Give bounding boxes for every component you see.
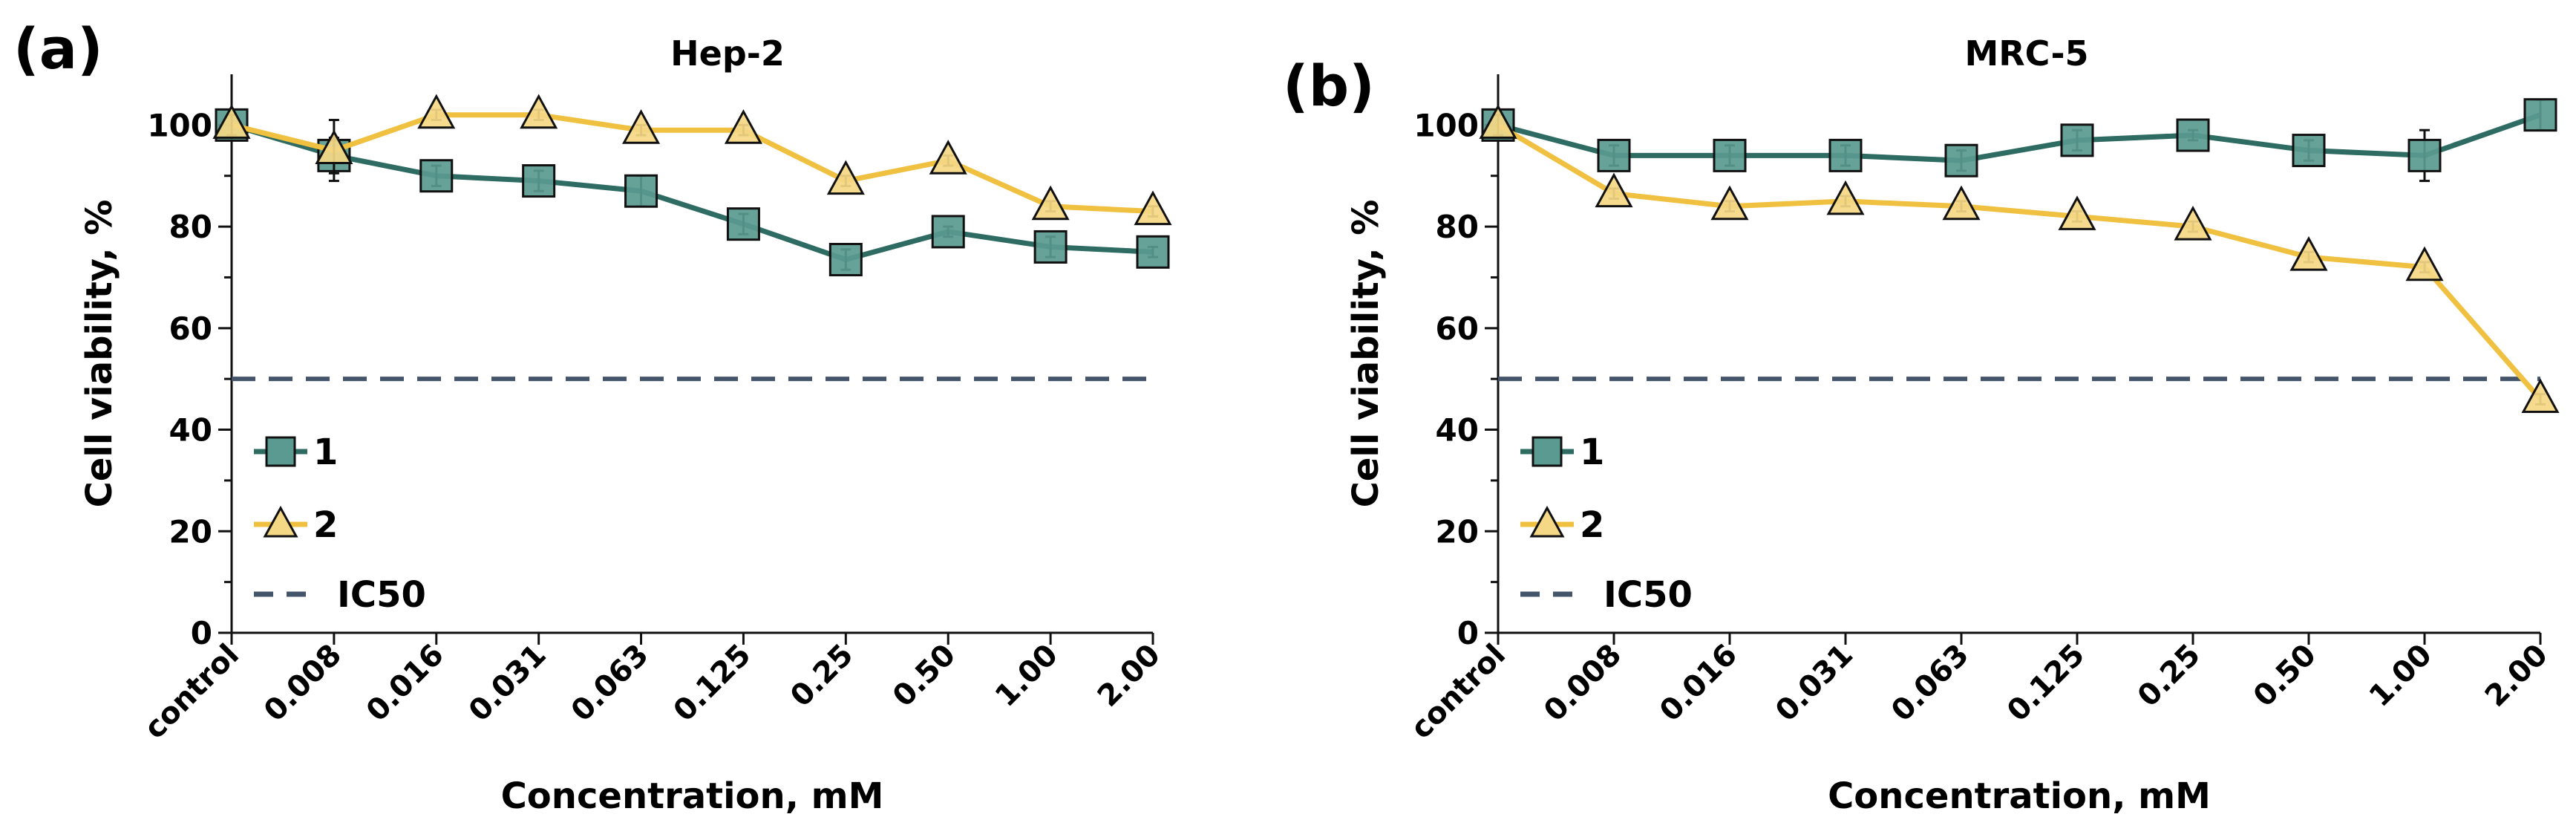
- data-point-triangle: [1031, 185, 1070, 221]
- legend-marker-square: [1531, 436, 1563, 467]
- legend-marker-triangle: [1529, 505, 1565, 538]
- x-tick-label: 0.125: [2001, 638, 2091, 729]
- x-tick-label: 1.00: [989, 638, 1065, 714]
- panel-label: (b): [1283, 53, 1375, 119]
- y-axis-label: Cell viability, %: [1345, 200, 1387, 508]
- data-point-square: [828, 243, 863, 277]
- chart-panel-2: (b) MRC-5 0 20 40 60 80 100 control 0.008 0.016 0.0…: [1283, 33, 2560, 817]
- data-point-square: [2292, 134, 2326, 168]
- y-tick-label: 80: [169, 209, 212, 245]
- panel-label: (a): [13, 16, 103, 82]
- y-tick-label: 20: [169, 513, 212, 550]
- series-2: [212, 94, 1172, 226]
- legend-label-ic50: IC50: [337, 574, 426, 616]
- data-point-square: [726, 207, 760, 241]
- chart-title: MRC-5: [1964, 33, 2088, 74]
- x-tick-label: control: [138, 638, 246, 746]
- x-axis-label: Concentration, mM: [1828, 775, 2211, 817]
- data-point-square: [1136, 235, 1170, 269]
- x-tick-label: 0.50: [886, 638, 962, 714]
- data-point-triangle: [1826, 180, 1865, 215]
- x-tick-label: 0.063: [1885, 638, 1975, 729]
- y-tick-label: 0: [191, 615, 212, 651]
- data-point-triangle: [2058, 195, 2096, 230]
- y-tick-label: 20: [1436, 513, 1479, 550]
- data-point-triangle: [1134, 190, 1172, 226]
- data-point-square: [1597, 138, 1631, 172]
- x-tick-label: 0.008: [258, 638, 348, 729]
- chart-title: Hep-2: [670, 33, 785, 74]
- data-point-triangle: [2521, 378, 2560, 414]
- legend-marker-triangle: [263, 505, 298, 538]
- legend-marker-square: [265, 436, 296, 467]
- legend-label-2: 2: [1580, 504, 1604, 546]
- x-tick-label: control: [1405, 638, 1512, 746]
- x-tick-label: 0.25: [2131, 638, 2207, 714]
- data-point-triangle: [622, 109, 661, 144]
- data-point-triangle: [1710, 185, 1749, 221]
- y-tick-label: 100: [147, 107, 212, 143]
- series-line: [1497, 112, 2542, 163]
- series-line: [231, 123, 1154, 263]
- y-tick-label: 60: [169, 310, 212, 347]
- series-line: [1497, 123, 2543, 401]
- y-tick-label: 80: [1436, 209, 1479, 245]
- legend-label-1: 1: [1580, 432, 1604, 473]
- x-tick-label: 0.063: [565, 638, 656, 729]
- x-tick-label: 0.125: [667, 638, 758, 729]
- data-point-triangle: [724, 109, 762, 144]
- legend-label-1: 1: [313, 432, 338, 473]
- x-tick-label: 0.016: [1653, 638, 1744, 729]
- data-point-square: [2523, 98, 2557, 132]
- data-point-triangle: [417, 94, 456, 129]
- data-point-square: [931, 215, 965, 249]
- y-tick-label: 100: [1413, 107, 1479, 143]
- data-point-triangle: [520, 94, 558, 129]
- data-point-triangle: [2405, 246, 2444, 281]
- legend-label-2: 2: [313, 504, 338, 546]
- data-point-square: [1713, 138, 1747, 172]
- data-point-square: [1033, 230, 1068, 264]
- y-tick-label: 60: [1436, 310, 1479, 347]
- data-point-triangle: [929, 140, 967, 175]
- x-tick-label: 0.016: [360, 638, 451, 729]
- data-point-triangle: [212, 104, 251, 139]
- x-tick-label: 0.008: [1537, 638, 1628, 729]
- data-point-square: [1828, 138, 1863, 172]
- series-line: [231, 112, 1154, 215]
- series-1: [1481, 98, 2557, 183]
- data-point-square: [1944, 143, 1978, 178]
- x-tick-label: 2.00: [2479, 638, 2554, 714]
- x-tick-label: 0.031: [1769, 638, 1860, 729]
- data-point-triangle: [2174, 205, 2212, 241]
- data-point-square: [2176, 118, 2210, 152]
- x-tick-label: 0.50: [2247, 638, 2323, 714]
- data-point-triangle: [315, 129, 353, 165]
- data-point-triangle: [1595, 172, 1633, 208]
- legend-label-ic50: IC50: [1604, 574, 1693, 616]
- x-tick-label: 0.031: [462, 638, 553, 729]
- y-tick-label: 0: [1457, 615, 1479, 651]
- data-point-square: [624, 174, 658, 208]
- data-point-triangle: [1942, 185, 1981, 221]
- x-axis-label: Concentration, mM: [501, 775, 884, 817]
- data-point-triangle: [2289, 235, 2328, 271]
- data-point-square: [522, 164, 556, 198]
- y-tick-label: 40: [1436, 412, 1479, 449]
- y-axis-label: Cell viability, %: [79, 200, 120, 508]
- data-point-triangle: [826, 160, 865, 195]
- y-tick-label: 40: [169, 412, 212, 449]
- data-point-square: [2407, 138, 2442, 172]
- data-point-square: [419, 159, 454, 193]
- x-tick-label: 1.00: [2363, 638, 2439, 714]
- data-point-square: [2060, 123, 2094, 157]
- x-tick-label: 2.00: [1091, 638, 1167, 714]
- x-tick-label: 0.25: [784, 638, 860, 714]
- data-point-triangle: [1479, 104, 1517, 139]
- series-2: [1479, 104, 2560, 414]
- legend: 1 2 IC50: [254, 432, 426, 616]
